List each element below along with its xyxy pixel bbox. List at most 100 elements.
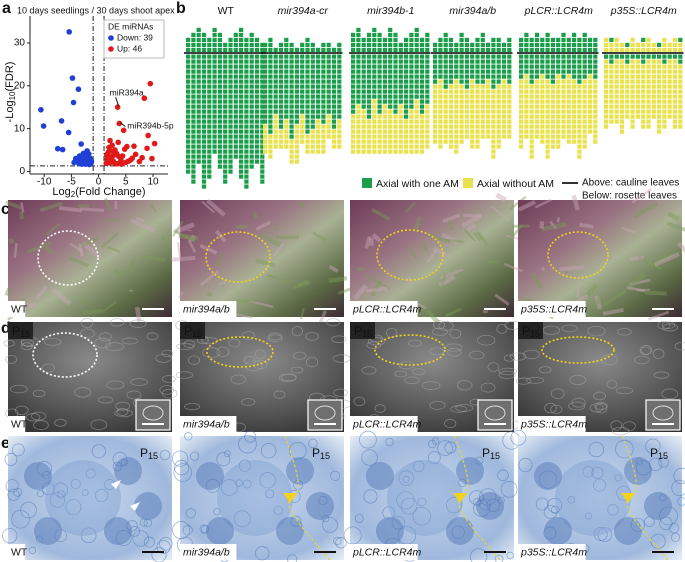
- axil-square: [191, 64, 196, 69]
- axil-square: [641, 64, 646, 69]
- axil-square: [310, 99, 315, 104]
- axil-square: [524, 74, 529, 79]
- axil-square: [254, 37, 260, 42]
- axil-square: [501, 89, 507, 94]
- y-tick-label: 20: [14, 80, 26, 91]
- axil-square: [316, 54, 321, 59]
- texture: [539, 221, 545, 229]
- texture: [174, 222, 195, 234]
- axil-square: [404, 109, 409, 114]
- axil-segment: [464, 89, 469, 139]
- axil-square: [619, 124, 625, 129]
- axil-segment: [491, 37, 496, 52]
- p-label: P15: [140, 446, 158, 461]
- axil-square: [433, 64, 438, 69]
- p-label-main: P: [12, 324, 20, 338]
- axil-square: [593, 94, 598, 99]
- axil-square: [233, 134, 238, 139]
- axil-square: [540, 114, 545, 119]
- axil-square: [351, 104, 356, 109]
- axil-square: [635, 114, 640, 119]
- point: [144, 145, 150, 152]
- axil-square: [331, 69, 337, 74]
- y-tick-label: 30: [14, 38, 26, 49]
- axil-square: [278, 119, 284, 124]
- axil-square: [491, 104, 496, 109]
- axil-square: [239, 169, 244, 174]
- axil-square: [593, 124, 598, 129]
- axil-square: [501, 134, 507, 139]
- axil-square: [326, 69, 331, 74]
- axil-square: [244, 179, 249, 184]
- axil-square: [459, 89, 464, 94]
- texture: [268, 332, 283, 341]
- axil-segment: [207, 37, 212, 52]
- axil-square: [404, 89, 409, 94]
- texture: [158, 536, 173, 551]
- axil-square: [540, 59, 545, 64]
- axil-square: [507, 134, 512, 139]
- axil-segment: [641, 42, 646, 52]
- axil-square: [470, 104, 475, 109]
- axil-square: [425, 79, 430, 84]
- axil-square: [294, 129, 299, 134]
- axil-square: [480, 59, 485, 64]
- axil-square: [326, 79, 331, 84]
- axil-square: [625, 94, 630, 99]
- axil-square: [404, 37, 409, 42]
- axil-square: [662, 37, 667, 42]
- texture: [259, 472, 276, 489]
- axil-segment: [419, 54, 425, 114]
- axil-square: [556, 42, 561, 47]
- texture: [53, 482, 69, 498]
- texture: [591, 466, 604, 479]
- axil-square: [566, 37, 571, 42]
- axil-square: [496, 119, 501, 124]
- axil-segment: [356, 27, 361, 52]
- label-bg: [350, 416, 418, 432]
- axil-square: [244, 114, 249, 119]
- axil-segment: [448, 84, 454, 149]
- axil-square: [443, 37, 448, 42]
- axil-square: [448, 99, 454, 104]
- axil-square: [524, 32, 529, 37]
- axil-square: [507, 42, 512, 47]
- axil-square: [619, 59, 625, 64]
- texture: [202, 347, 221, 358]
- axil-square: [480, 37, 485, 42]
- axil-square: [294, 144, 299, 149]
- axil-square: [278, 144, 284, 149]
- texture: [487, 362, 500, 372]
- axil-square: [300, 114, 305, 119]
- point: [132, 151, 139, 158]
- axil-square: [448, 139, 454, 144]
- axil-segment: [433, 84, 438, 144]
- axil-segment: [662, 54, 667, 64]
- axil-square: [593, 89, 598, 94]
- legend-label: Axial with one AM: [376, 178, 459, 190]
- axil-square: [625, 84, 630, 89]
- axil-square: [556, 109, 561, 114]
- axil-square: [284, 124, 289, 129]
- axil-square: [438, 139, 443, 144]
- axil-square: [278, 94, 284, 99]
- axil-square: [662, 54, 667, 59]
- axil-square: [316, 59, 321, 64]
- texture: [523, 349, 541, 360]
- axil-square: [491, 99, 496, 104]
- axil-square: [641, 89, 646, 94]
- axil-square: [273, 99, 278, 104]
- axil-square: [545, 139, 550, 144]
- axil-square: [321, 144, 326, 149]
- axil-square: [300, 84, 305, 89]
- axil-square: [326, 42, 331, 47]
- axil-square: [425, 129, 430, 134]
- axil-square: [454, 79, 459, 84]
- axil-square: [351, 99, 356, 104]
- axil-segment: [196, 27, 201, 52]
- point: [121, 146, 128, 152]
- axil-segment: [223, 54, 228, 184]
- axil-segment: [524, 54, 529, 74]
- texture: [189, 234, 197, 243]
- axil-square: [662, 99, 667, 104]
